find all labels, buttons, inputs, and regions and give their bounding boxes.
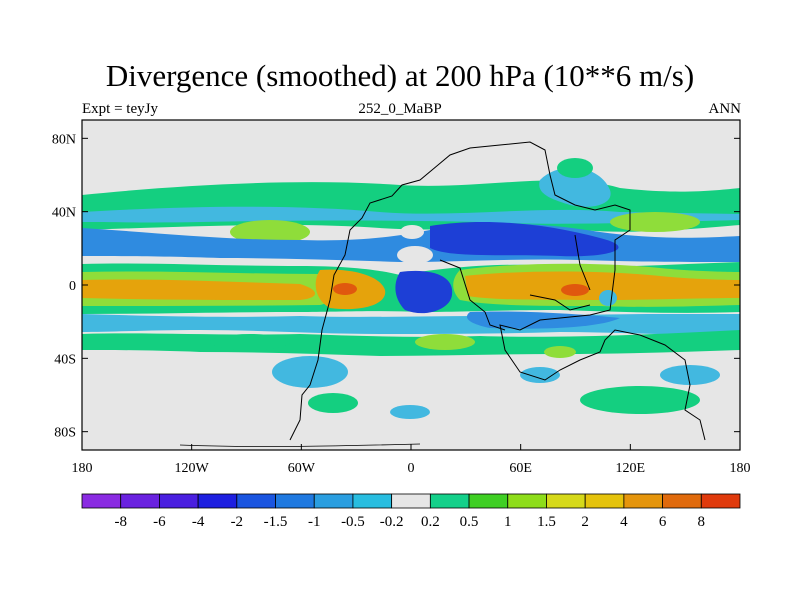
contour-south-patch [660, 365, 720, 385]
coastline [574, 234, 591, 291]
colorbar-swatch [352, 493, 393, 509]
colorbar-swatch [81, 493, 122, 509]
contour-neutral-gap [400, 225, 424, 239]
contour-north-convergence [82, 206, 740, 224]
latitude-label: 0 [69, 279, 76, 294]
colorbar-label: -0.2 [380, 514, 404, 530]
colorbar-label: 0.2 [421, 514, 440, 530]
colorbar-swatch [197, 493, 238, 509]
contour-peak-divergence [333, 283, 357, 295]
colorbar-label: 0.5 [460, 514, 479, 530]
contour-equatorial-strong [82, 279, 315, 300]
colorbar-swatch [546, 493, 586, 509]
contour-asia-patch [557, 158, 593, 178]
longitude-label: 180 [72, 461, 93, 476]
latitude-label: 80S [54, 426, 76, 441]
colorbar-label: -2 [231, 514, 244, 530]
contour-south-patch [415, 334, 475, 350]
longitude-label: 60W [288, 461, 316, 476]
contour-peak-divergence [561, 284, 589, 296]
colorbar-swatch [623, 493, 663, 509]
latitude-label: 40S [54, 352, 76, 367]
contour-south-patch [520, 367, 560, 383]
contour-south-patch [272, 356, 348, 388]
contour-south-patch [580, 386, 700, 414]
colorbar-swatch [159, 493, 199, 509]
colorbar-swatch [507, 493, 547, 509]
contour-asia-convergence [539, 167, 611, 207]
longitude-label: 120W [175, 461, 210, 476]
colorbar-label: -8 [114, 514, 127, 530]
colorbar-swatch [120, 493, 160, 509]
colorbar-label: 2 [581, 514, 589, 530]
case-label: 252_0_MaBP [358, 101, 442, 117]
colorbar-label: 1.5 [537, 514, 556, 530]
period-label: ANN [708, 101, 742, 117]
colorbar-label: -1 [308, 514, 321, 530]
longitude-label: 60E [509, 461, 532, 476]
colorbar-label: -0.5 [341, 514, 365, 530]
colorbar-label: 1 [504, 514, 512, 530]
coastline [179, 443, 421, 447]
colorbar-swatch [584, 493, 625, 509]
contour-south-patch [308, 393, 358, 413]
colorbar-label: -4 [192, 514, 205, 530]
page-title: Divergence (smoothed) at 200 hPa (10**6 … [105, 58, 695, 93]
colorbar-swatch [391, 493, 431, 509]
colorbar-swatch [236, 493, 276, 509]
latitude-label: 80N [52, 132, 76, 147]
longitude-label: 180 [730, 461, 751, 476]
contour-south-patch [544, 346, 576, 358]
colorbar-swatch [429, 493, 470, 509]
coastline [289, 141, 706, 441]
colorbar-swatch [468, 493, 509, 509]
coastline [529, 294, 591, 311]
contour-africa-convergence [395, 270, 453, 314]
longitude-label: 0 [408, 461, 415, 476]
colorbar-label: -6 [153, 514, 166, 530]
contour-field [82, 120, 740, 450]
colorbar-swatch [313, 493, 354, 509]
coastline [439, 259, 506, 331]
contour-neutral-gap [397, 246, 433, 264]
colorbar-label: -1.5 [264, 514, 288, 530]
contour-north-patch [230, 220, 310, 244]
colorbar-label: 6 [659, 514, 667, 530]
colorbar-swatch [662, 493, 702, 509]
latitude-label: 40N [52, 206, 76, 221]
contour-south-patch [390, 405, 430, 419]
colorbar-label: 8 [698, 514, 706, 530]
longitude-label: 120E [616, 461, 646, 476]
colorbar-swatch [275, 493, 315, 509]
experiment-label: Expt = teyJy [82, 101, 158, 117]
colorbar-label: 4 [620, 514, 628, 530]
latitude-axis: 80N 40N 0 40S 80S [52, 132, 740, 441]
contour-south-patch [210, 334, 290, 350]
contour-north-patch [610, 212, 700, 232]
colorbar-swatch [700, 493, 741, 509]
contour-strong-convergence [430, 222, 619, 257]
contour-indian-strong [465, 271, 740, 300]
longitude-axis: 180 120W 60W 0 60E 120E 180 [72, 444, 751, 476]
